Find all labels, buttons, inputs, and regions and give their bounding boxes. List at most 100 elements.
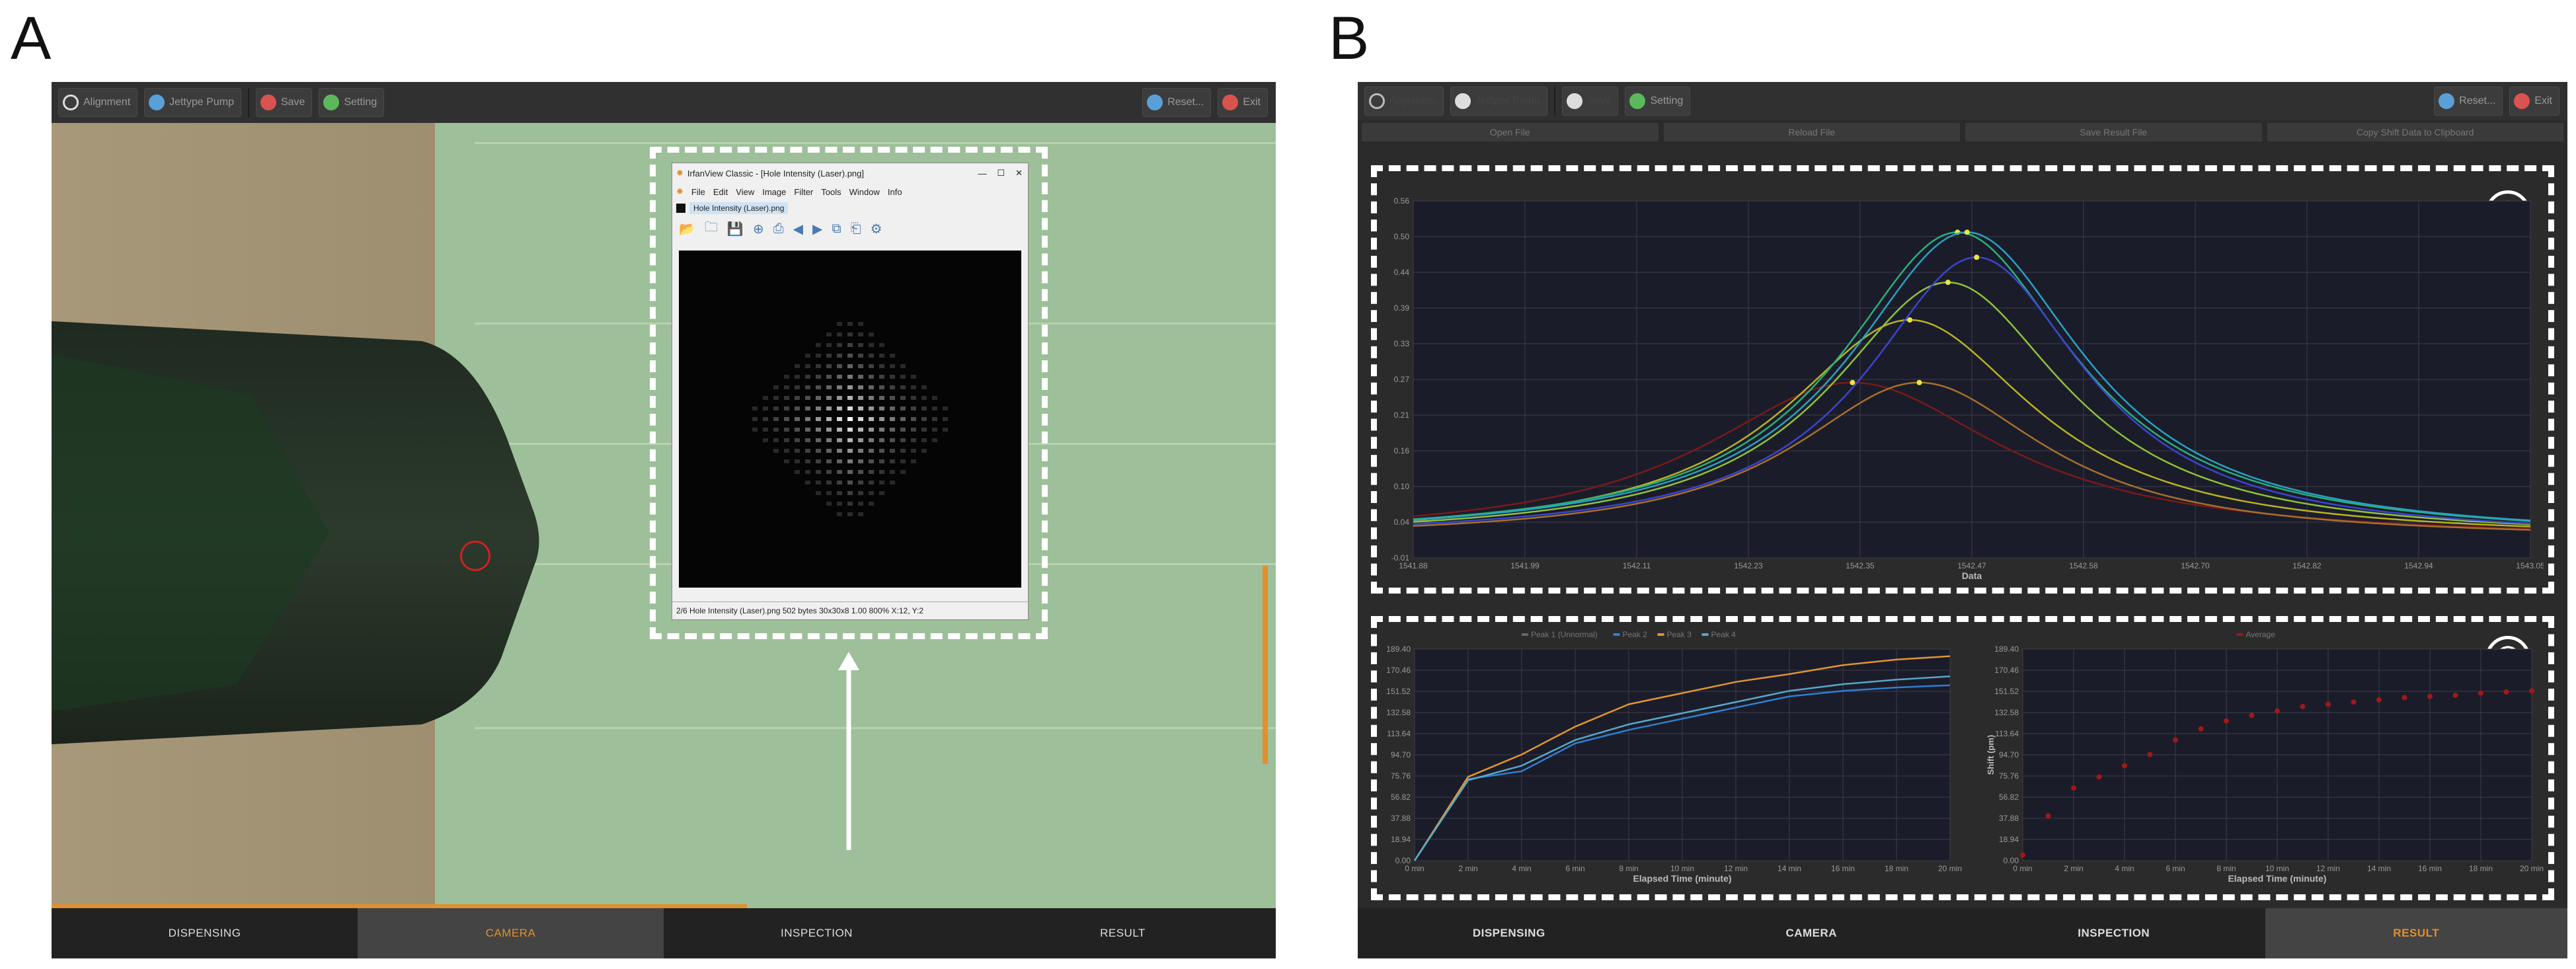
- prev-icon[interactable]: ◀: [793, 221, 803, 237]
- save-icon[interactable]: 💾: [726, 221, 744, 237]
- y-tick-label: 170.46: [1994, 666, 2019, 675]
- x-tick-label: 1542.35: [1846, 561, 1875, 570]
- intensity-dot: [837, 385, 842, 389]
- spectrum-line: [1413, 381, 2531, 531]
- jettype-pump-button[interactable]: Jettype Pump: [1450, 87, 1547, 116]
- zoom-icon[interactable]: ⊕: [752, 221, 764, 237]
- open-file-button[interactable]: Open File: [1362, 123, 1659, 141]
- intensity-dot: [932, 417, 937, 421]
- viewer-tab[interactable]: Hole Intensity (Laser).png: [672, 200, 1028, 216]
- intensity-dot: [921, 417, 927, 421]
- intensity-dot: [879, 470, 884, 474]
- shift-line: [1413, 655, 1951, 861]
- reset-button[interactable]: Reset...: [1142, 88, 1212, 117]
- intensity-dot: [847, 407, 853, 410]
- y-tick-label: 94.70: [1391, 750, 1411, 759]
- tab-dispensing[interactable]: DISPENSING: [168, 927, 241, 939]
- save-button[interactable]: Save: [1561, 87, 1619, 116]
- y-tick-label: 113.64: [1387, 729, 1411, 738]
- spectrum-chart: 1541.88 1541.99 1542.11 1542.23 1542.35 1542.…: [1391, 196, 2544, 581]
- close-icon[interactable]: ✕: [1015, 168, 1023, 178]
- intensity-dot: [890, 481, 895, 484]
- intensity-dot: [826, 428, 832, 432]
- intensity-dot: [784, 459, 789, 463]
- menu-info[interactable]: Info: [887, 186, 902, 197]
- tab-result[interactable]: RESULT: [2265, 908, 2567, 958]
- jettype-pump-button[interactable]: Jettype Pump: [144, 88, 241, 117]
- next-icon[interactable]: ▶: [812, 221, 823, 237]
- menu-filter[interactable]: Filter: [794, 186, 814, 197]
- vertical-scrollbar[interactable]: [1263, 566, 1268, 764]
- tab-camera[interactable]: CAMERA: [1785, 927, 1838, 939]
- average-point: [2351, 699, 2357, 705]
- average-point: [2401, 695, 2407, 701]
- tab-dispensing[interactable]: DISPENSING: [1472, 927, 1545, 939]
- intensity-dot: [795, 459, 800, 463]
- print-icon[interactable]: ⎙: [773, 221, 784, 236]
- exit-button[interactable]: Exit: [1218, 88, 1268, 117]
- intensity-dot: [847, 375, 853, 379]
- y-tick-label: 151.52: [1994, 687, 2019, 696]
- legend-swatch: [1657, 633, 1664, 636]
- intensity-dot: [847, 512, 853, 516]
- intensity-dot: [869, 385, 874, 389]
- peak-marker: [1907, 317, 1913, 323]
- x-tick-label: 4 min: [1512, 864, 1531, 873]
- button-label: Exit: [2534, 95, 2552, 106]
- menu-icon: ✹: [676, 186, 683, 196]
- intensity-dot: [826, 459, 832, 463]
- panel-label-b: B: [1329, 5, 1370, 72]
- setting-button[interactable]: Setting: [1625, 87, 1691, 116]
- intensity-dot: [784, 449, 789, 453]
- intensity-dot: [826, 449, 832, 453]
- intensity-dot: [932, 407, 937, 410]
- intensity-dot: [752, 428, 758, 432]
- save-result-file-button[interactable]: Save Result File: [1965, 123, 2262, 141]
- alignment-button[interactable]: Alignment: [1364, 87, 1444, 116]
- exit-button[interactable]: Exit: [2509, 87, 2559, 116]
- camera-view[interactable]: ✹ IrfanView Classic - [Hole Intensity (L…: [52, 123, 1276, 908]
- alignment-button[interactable]: Alignment: [58, 88, 138, 117]
- intensity-dot: [826, 354, 832, 358]
- tab-inspection[interactable]: INSPECTION: [781, 927, 853, 939]
- intensity-dot: [837, 332, 842, 336]
- settings-icon[interactable]: ⚙: [870, 221, 882, 237]
- highlight-box: [650, 147, 1048, 639]
- x-axis-label: Elapsed Time (minute): [1633, 873, 1731, 884]
- setting-button[interactable]: Setting: [319, 88, 385, 117]
- minimize-icon[interactable]: —: [978, 168, 987, 178]
- button-label: Reset...: [1167, 97, 1204, 108]
- x-tick-label: 2 min: [1458, 864, 1477, 873]
- reset-icon: [1147, 95, 1163, 110]
- menu-image[interactable]: Image: [762, 186, 787, 197]
- horizontal-scrollbar[interactable]: [52, 904, 747, 908]
- image-viewer-window: ✹ IrfanView Classic - [Hole Intensity (L…: [672, 163, 1029, 620]
- x-tick-label: 6 min: [1565, 864, 1584, 873]
- menu-view[interactable]: View: [736, 186, 755, 197]
- intensity-dot: [900, 375, 906, 379]
- average-point: [2020, 852, 2025, 858]
- x-tick-label: 12 min: [1724, 864, 1748, 873]
- save-button[interactable]: Save: [255, 88, 313, 117]
- reload-file-button[interactable]: Reload File: [1663, 123, 1960, 141]
- menu-edit[interactable]: Edit: [713, 186, 728, 197]
- paste-icon[interactable]: ⎗: [850, 221, 861, 236]
- folder-icon[interactable]: 🗀: [704, 220, 718, 235]
- x-tick-label: 0 min: [1405, 864, 1424, 873]
- viewer-tab-label: Hole Intensity (Laser).png: [689, 202, 789, 214]
- intensity-dot: [763, 407, 768, 410]
- copy-icon[interactable]: ⧉: [832, 221, 841, 236]
- tab-camera[interactable]: CAMERA: [358, 908, 664, 958]
- intensity-dot: [921, 407, 927, 410]
- menu-tools[interactable]: Tools: [821, 186, 841, 197]
- maximize-icon[interactable]: ☐: [997, 168, 1005, 178]
- tab-result[interactable]: RESULT: [1100, 927, 1146, 939]
- open-icon[interactable]: 📂: [679, 221, 695, 237]
- menu-file[interactable]: File: [691, 186, 705, 197]
- tab-inspection[interactable]: INSPECTION: [2078, 927, 2150, 939]
- reset-button[interactable]: Reset...: [2434, 87, 2503, 116]
- menu-window[interactable]: Window: [849, 186, 880, 197]
- intensity-dot: [869, 470, 874, 474]
- copy-shift-data-button[interactable]: Copy Shift Data to Clipboard: [2267, 123, 2563, 141]
- intensity-dot: [826, 364, 832, 368]
